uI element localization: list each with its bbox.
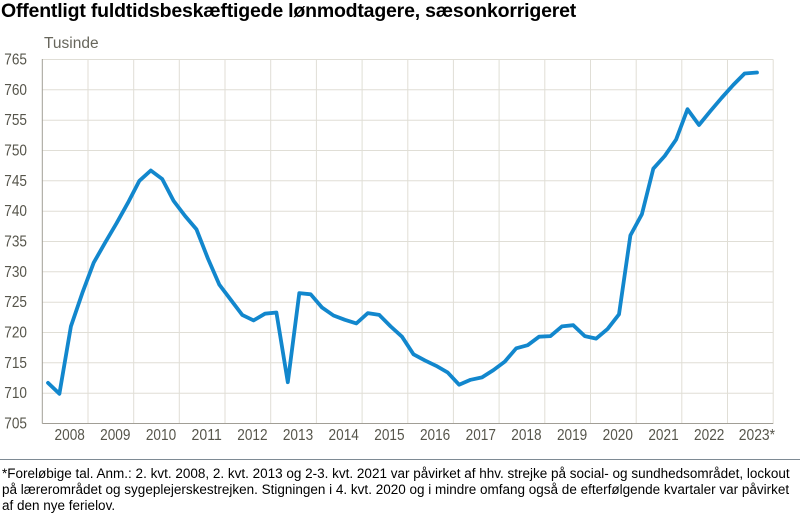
svg-text:2023*: 2023*: [739, 427, 775, 444]
svg-text:705: 705: [4, 416, 27, 433]
svg-text:2015: 2015: [374, 427, 404, 444]
svg-text:2019: 2019: [557, 427, 587, 444]
svg-text:755: 755: [4, 112, 27, 129]
svg-text:760: 760: [4, 82, 27, 99]
svg-text:745: 745: [4, 173, 27, 190]
svg-text:715: 715: [4, 355, 27, 372]
svg-text:2014: 2014: [329, 427, 359, 444]
svg-text:2013: 2013: [283, 427, 313, 444]
svg-text:2011: 2011: [192, 427, 222, 444]
svg-text:2018: 2018: [511, 427, 541, 444]
svg-text:730: 730: [4, 264, 27, 281]
svg-text:2021: 2021: [648, 427, 678, 444]
svg-text:2012: 2012: [237, 427, 267, 444]
svg-text:725: 725: [4, 294, 27, 311]
svg-text:2010: 2010: [146, 427, 176, 444]
svg-text:2022: 2022: [694, 427, 724, 444]
svg-text:765: 765: [4, 52, 27, 69]
svg-text:2017: 2017: [466, 427, 496, 444]
svg-text:2008: 2008: [55, 427, 85, 444]
svg-text:740: 740: [4, 203, 27, 220]
svg-text:2020: 2020: [603, 427, 633, 444]
svg-text:710: 710: [4, 385, 27, 402]
svg-text:720: 720: [4, 325, 27, 342]
svg-text:750: 750: [4, 143, 27, 160]
svg-text:Tusinde: Tusinde: [44, 35, 99, 52]
svg-text:2016: 2016: [420, 427, 450, 444]
svg-text:2009: 2009: [100, 427, 130, 444]
svg-text:735: 735: [4, 234, 27, 251]
